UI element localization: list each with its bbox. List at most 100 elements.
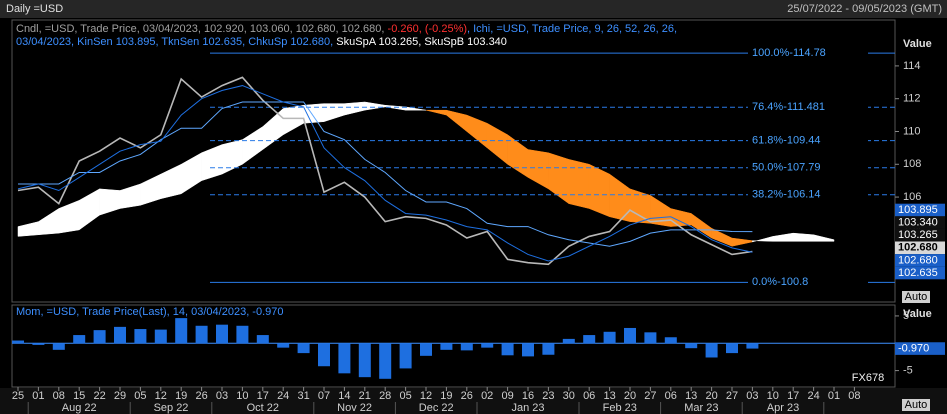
- main-panel: [11, 19, 896, 303]
- legend: 03/04/2023, KinSen 103.895, TknSen 102.6…: [16, 36, 507, 48]
- legend-text: -0.260, (-0.25%): [388, 23, 467, 35]
- x-tick-label: 24: [807, 390, 819, 402]
- momentum-bar: [624, 327, 636, 344]
- x-tick-label: 17: [257, 390, 269, 402]
- auto-button[interactable]: [902, 291, 930, 303]
- fib-label-bg: [748, 187, 868, 202]
- fib-label: 100.0%-114.78: [752, 47, 826, 59]
- x-tick-label: 15: [73, 390, 85, 402]
- momentum-bar: [236, 325, 249, 344]
- axis-title: Value: [903, 308, 932, 320]
- x-tick-label: 03: [746, 390, 758, 402]
- x-tick-label: 12: [155, 390, 167, 402]
- x-tick-label: 07: [318, 390, 330, 402]
- x-tick-label: 13: [685, 390, 697, 402]
- x-axis-area: [0, 388, 947, 414]
- series-line: [18, 101, 753, 247]
- x-tick-label: 08: [53, 390, 65, 402]
- fib-label: 61.8%-109.44: [752, 135, 821, 147]
- price-label-box: [895, 216, 945, 229]
- cloud-segment: [405, 106, 427, 111]
- legend-text: SkuSpA 103.265, SkuSpB 103.340: [336, 36, 507, 48]
- y-tick-label: 110: [903, 125, 921, 137]
- momentum-bar: [460, 343, 473, 351]
- momentum-bar: [542, 343, 555, 355]
- fib-label: 38.2%-106.14: [752, 189, 821, 201]
- x-tick-label: 22: [93, 390, 105, 402]
- last-value-label: -0.970: [898, 342, 929, 354]
- momentum-bar: [522, 343, 534, 357]
- momentum-bar: [195, 325, 208, 344]
- x-tick-label: 06: [665, 390, 677, 402]
- date-range: 25/07/2022 - 09/05/2023 (GMT): [787, 3, 942, 15]
- x-tick-label: 03: [216, 390, 228, 402]
- momentum-bar: [644, 332, 657, 344]
- price-label-box: [895, 254, 945, 267]
- y-tick-label: 106: [903, 191, 921, 203]
- momentum-bar: [52, 343, 65, 350]
- momentum-bar: [93, 330, 106, 344]
- legend-text: Mom, =USD, Trade Price(Last), 14, 03/04/…: [16, 306, 284, 318]
- series-line: [17, 76, 753, 266]
- fib-label: 0.0%-100.8: [752, 276, 808, 288]
- x-tick-label: 29: [114, 390, 126, 402]
- y-tick-label: 114: [903, 60, 921, 72]
- price-label: 102.680: [898, 254, 938, 266]
- x-tick-label: 02: [481, 390, 493, 402]
- y-tick-label: 108: [903, 158, 921, 170]
- series-line: [17, 85, 753, 262]
- watermark: FX678: [852, 372, 884, 384]
- momentum-bar: [705, 343, 718, 358]
- momentum-bar: [32, 343, 45, 345]
- x-tick-label: 26: [461, 390, 473, 402]
- x-tick-label: 14: [338, 390, 350, 402]
- x-tick-label: 05: [399, 390, 411, 402]
- price-label: 102.680: [898, 242, 938, 254]
- auto-button-label[interactable]: Auto: [905, 399, 928, 411]
- price-label-box: [895, 228, 945, 242]
- x-tick-label: 21: [359, 390, 371, 402]
- legend-text: Cndl, =USD, Trade Price, 03/04/2023, 102…: [16, 23, 388, 35]
- cloud-segment: [813, 234, 835, 242]
- momentum-bar: [664, 337, 677, 344]
- title-bar: [0, 0, 947, 18]
- momentum-bar: [603, 331, 616, 344]
- price-label: 103.895: [898, 204, 938, 216]
- momentum-bar: [746, 343, 759, 349]
- x-tick-label: 24: [277, 390, 289, 402]
- momentum-bar: [726, 343, 738, 354]
- momentum-bar: [583, 335, 596, 344]
- month-label: Sep 22: [154, 402, 189, 414]
- x-tick-label: 06: [583, 390, 595, 402]
- x-tick-label: 20: [624, 390, 636, 402]
- price-label-box: [895, 241, 945, 255]
- x-tick-label: 27: [644, 390, 656, 402]
- month-label: Aug 22: [62, 402, 97, 414]
- month-label: Oct 22: [247, 402, 279, 414]
- auto-button-label[interactable]: Auto: [905, 291, 928, 303]
- window-title: Daily =USD: [6, 3, 63, 15]
- momentum-bar: [134, 329, 147, 344]
- price-label-box: [895, 203, 945, 217]
- x-tick-label: 08: [848, 390, 860, 402]
- momentum-bar: [562, 338, 575, 344]
- x-tick-label: 28: [379, 390, 391, 402]
- momentum-bar: [175, 318, 188, 344]
- x-tick-label: 12: [420, 390, 432, 402]
- price-label: 103.340: [898, 217, 938, 229]
- month-label: Nov 22: [337, 402, 372, 414]
- x-tick-label: 20: [705, 390, 717, 402]
- x-tick-label: 31: [297, 390, 309, 402]
- month-label: Apr 23: [767, 402, 799, 414]
- momentum-bar: [216, 324, 228, 344]
- fib-label-bg: [748, 133, 868, 148]
- momentum-bar: [420, 343, 432, 356]
- cloud-segment: [568, 159, 590, 209]
- momentum-bar: [154, 329, 167, 344]
- auto-button[interactable]: [902, 399, 930, 411]
- price-label-box: [895, 266, 945, 280]
- x-tick-label: 30: [563, 390, 575, 402]
- price-label: 103.265: [898, 229, 938, 241]
- fib-label: 76.4%-111.481: [752, 101, 825, 113]
